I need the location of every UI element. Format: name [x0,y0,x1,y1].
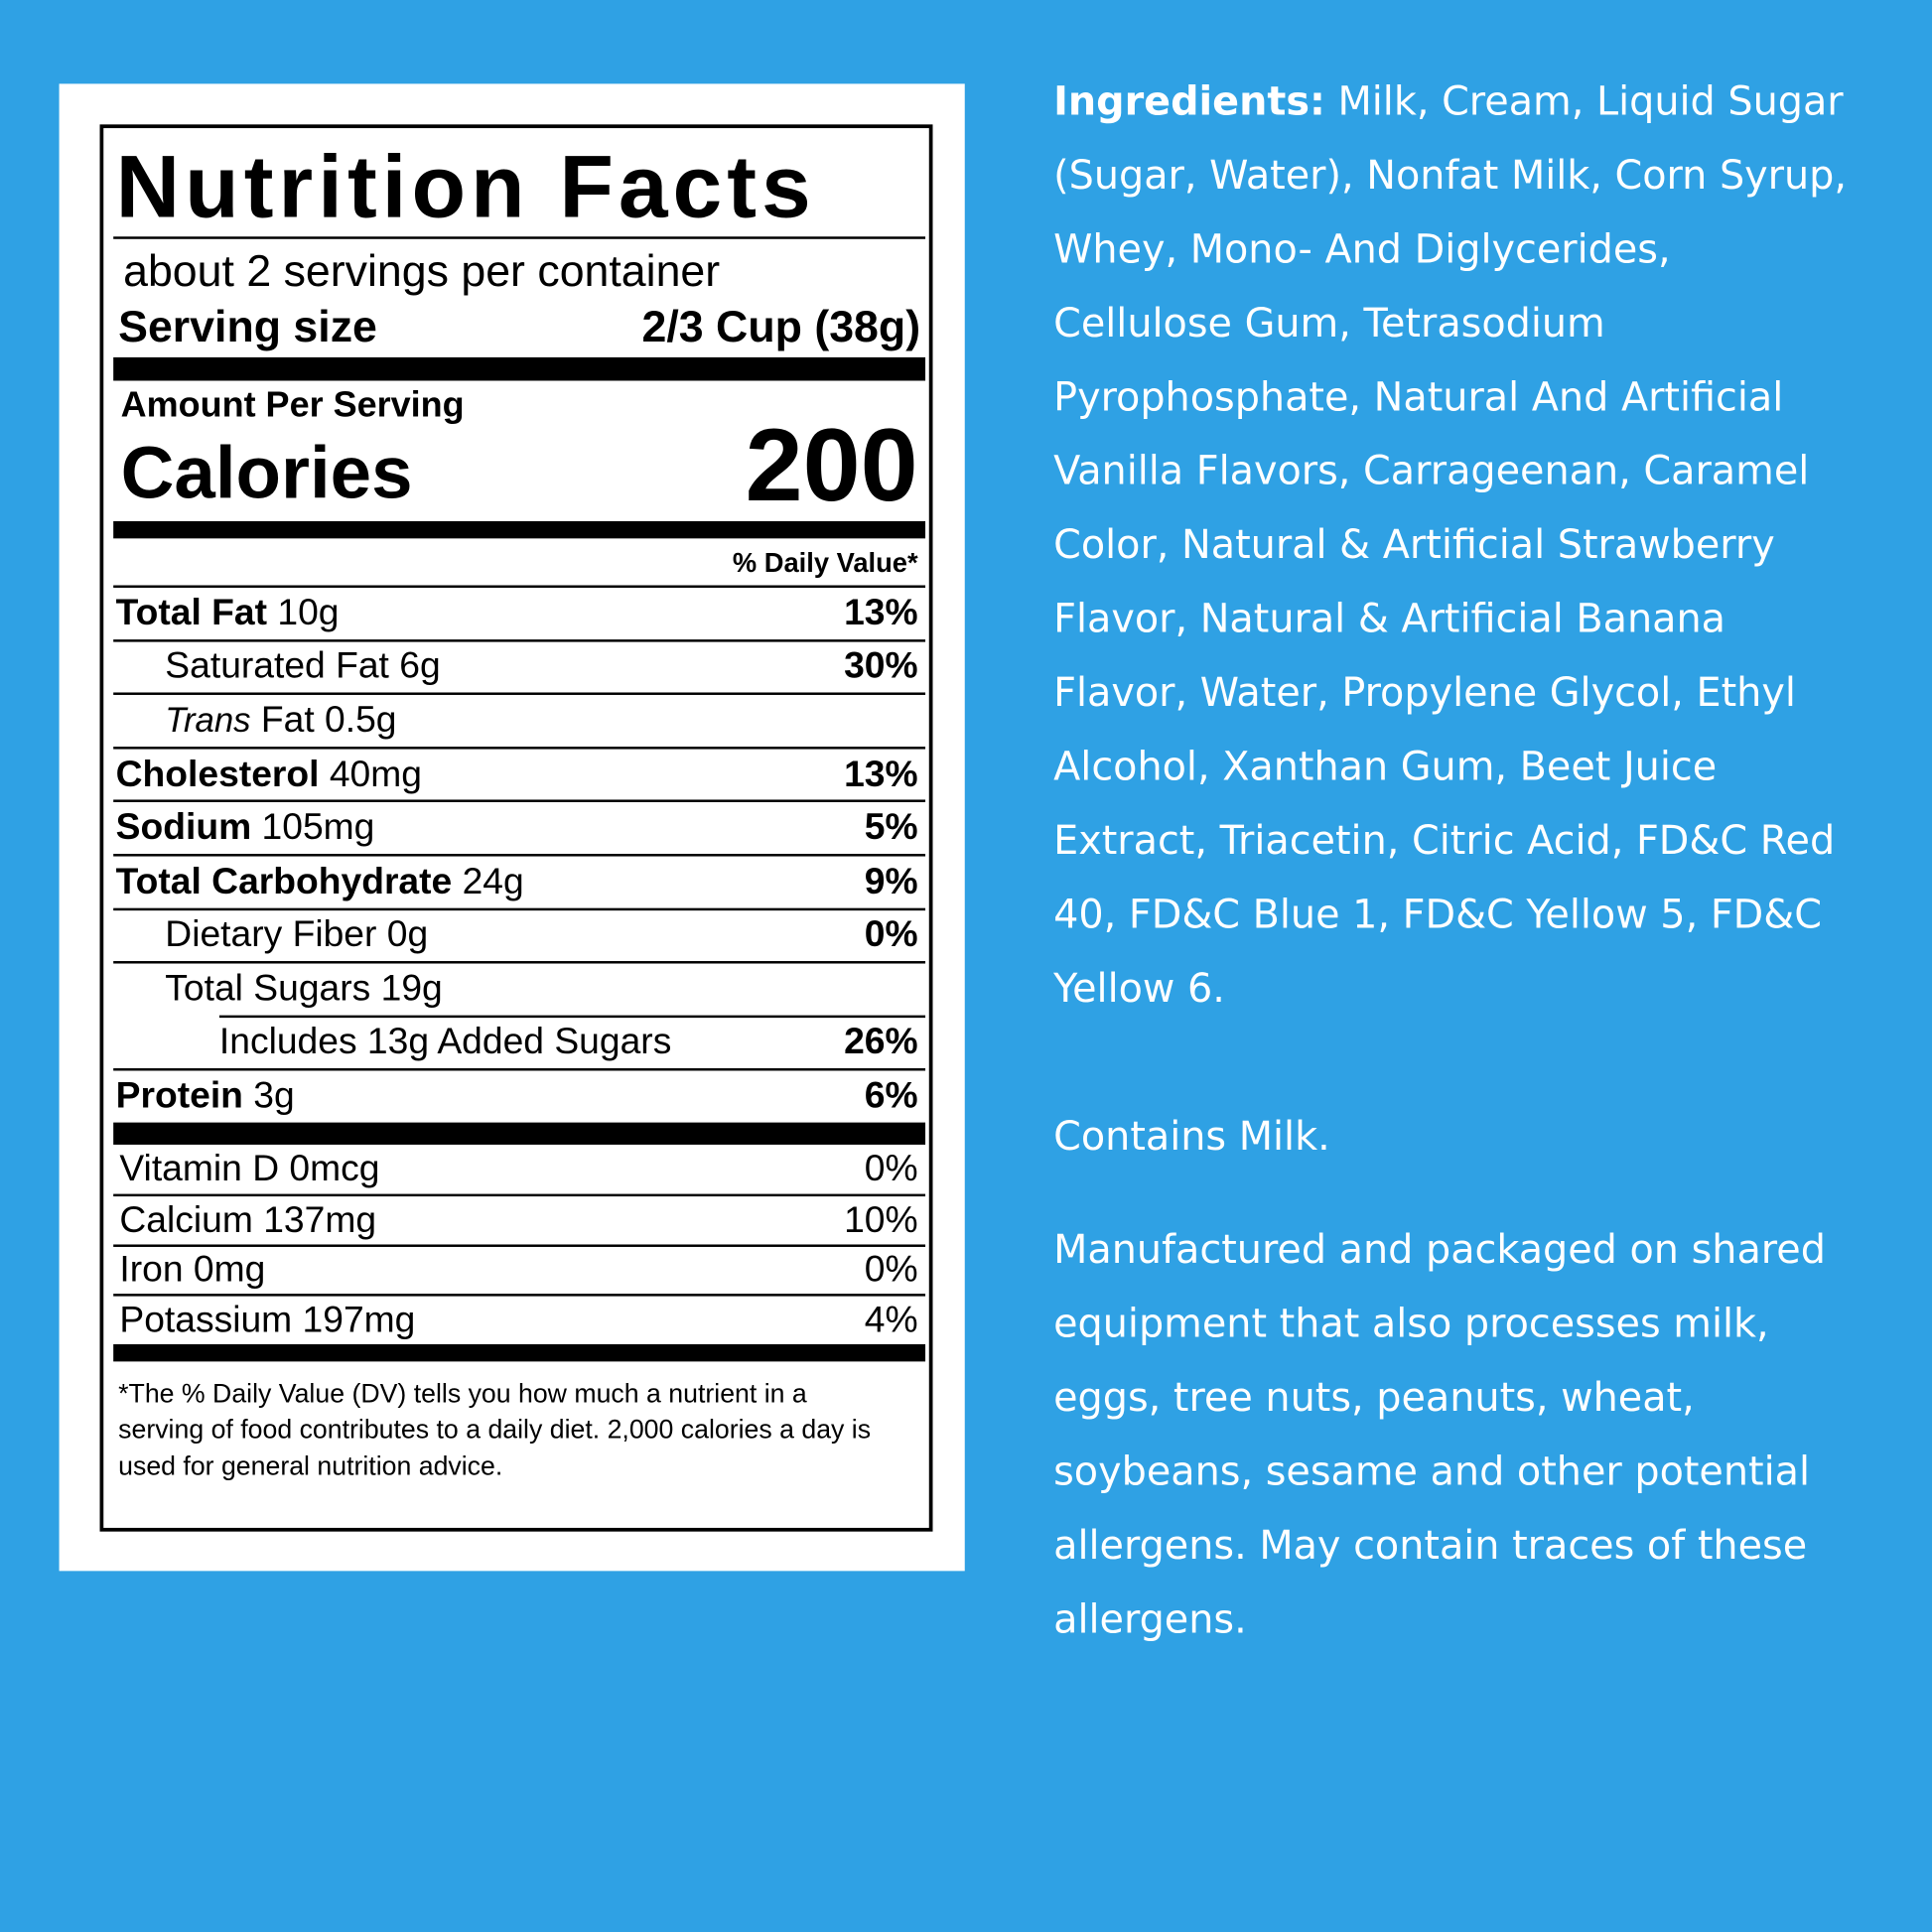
manufacturing-note: Manufactured and packaged on shared equi… [1053,1225,1826,1643]
nutrient-name-group: Saturated Fat 6g [113,646,440,688]
vitamin-daily-value: 0% [864,1249,918,1291]
nutrient-daily-value: 5% [864,807,918,849]
vitamin-name: Calcium 137mg [119,1199,377,1241]
nutrient-row: Includes 13g Added Sugars 26% [113,1015,926,1069]
nutrition-label: Nutrition Facts about 2 servings per con… [99,124,933,1532]
nutrient-daily-value: 0% [864,914,918,956]
calories-row: Calories 200 [113,413,925,516]
nutrient-row: Total Sugars 19g [113,961,926,1015]
thick-rule [113,520,926,539]
vitamin-name: Iron 0mg [119,1249,266,1291]
nutrient-row: Trans Fat 0.5g [113,692,926,747]
nutrient-row: Cholesterol 40mg 13% [113,746,926,800]
nutrient-row: Sodium 105mg 5% [113,799,926,854]
nutrient-name-group: Sodium 105mg [113,807,375,849]
calories-value: 200 [745,406,918,523]
vitamin-row: Potassium 197mg 4% [113,1294,926,1344]
nutrient-daily-value: 6% [864,1075,918,1117]
nutrient-name-group: Cholesterol 40mg [113,754,422,795]
rule [113,236,926,239]
nutrient-name: Total Carbohydrate [115,861,453,902]
thick-rule [113,356,926,381]
amount-per-serving: Amount Per Serving [120,385,465,426]
nutrient-name-group: Includes 13g Added Sugars [113,1021,671,1062]
nutrient-daily-value: 9% [864,861,918,902]
nutrient-name: Total Sugars 19g [165,968,443,1010]
nutrition-panel: Nutrition Facts about 2 servings per con… [59,83,965,1572]
vitamin-list: Vitamin D 0mcg 0% Calcium 137mg 10% Iron 0mg… [113,1145,926,1344]
serving-size: 2/3 Cup (38g) [641,300,921,351]
footnote: *The % Daily Value (DV) tells you how mu… [118,1378,872,1481]
nutrient-name: Saturated Fat 6g [165,645,441,687]
nutrient-name-group: Protein 3g [113,1076,295,1118]
nutrient-name: Dietary Fiber 0g [165,914,429,956]
label-content: Nutrition Facts about 2 servings per con… [113,128,926,1485]
vitamin-daily-value: 4% [864,1299,918,1340]
ingredients: Ingredients: Milk, Cream, Liquid Sugar (… [1053,65,1855,1026]
nutrient-name: Fat 0.5g [260,699,397,741]
nutrient-name-group: Dietary Fiber 0g [113,914,428,956]
nutrient-amount: 3g [253,1075,295,1117]
calories-label: Calories [120,431,413,514]
nutrient-amount: 24g [462,861,524,902]
thick-rule [113,1343,926,1362]
nutrient-row: Protein 3g 6% [113,1068,926,1122]
nutrient-name-group: Total Fat 10g [113,592,340,634]
servings: about 2 servings per container [123,244,721,296]
nutrient-prefix: Trans [165,701,251,740]
vitamin-name: Vitamin D 0mcg [119,1148,380,1189]
nutrient-list: Total Fat 10g 13% Saturated Fat 6g 30% Trans… [113,585,926,1123]
vitamin-name: Potassium 197mg [119,1299,416,1340]
nutrient-name-group: Trans Fat 0.5g [113,700,396,742]
nutrient-name: Cholesterol [115,754,320,794]
nutrient-name: Protein [115,1075,243,1117]
ingredients-text: Milk, Cream, Liquid Sugar (Sugar, Water)… [1053,77,1848,1012]
label-title: Nutrition Facts [115,137,816,237]
nutrient-daily-value: 13% [844,592,918,633]
thick-rule [113,1122,926,1145]
nutrient-amount: 105mg [261,807,375,849]
ingredients-column: Ingredients: Milk, Cream, Liquid Sugar (… [1053,65,1855,1656]
vitamin-row: Vitamin D 0mcg 0% [113,1145,925,1194]
nutrient-name: Total Fat [115,592,268,633]
nutrient-row: Total Fat 10g 13% [113,585,926,639]
nutrient-daily-value: 30% [844,645,918,687]
daily-value-header: % Daily Value* [732,547,918,579]
nutrient-row: Saturated Fat 6g 30% [113,638,926,693]
vitamin-row: Iron 0mg 0% [113,1244,926,1294]
nutrient-name: Includes 13g Added Sugars [218,1021,672,1062]
nutrient-name: Sodium [115,807,252,849]
nutrient-amount: 10g [277,592,340,633]
vitamin-row: Calcium 137mg 10% [113,1194,926,1244]
nutrient-daily-value: 26% [844,1021,918,1062]
nutrient-name-group: Total Sugars 19g [113,968,443,1010]
contains: Contains Milk. [1053,1112,1330,1160]
ingredients-heading: Ingredients: [1053,77,1325,125]
serving-size-row: Serving size 2/3 Cup (38g) [113,296,925,357]
nutrient-daily-value: 13% [844,754,918,794]
serving-size-label: Serving size [118,300,377,351]
nutrient-name-group: Total Carbohydrate 24g [113,861,524,902]
vitamin-daily-value: 0% [864,1148,918,1189]
nutrient-amount: 40mg [329,754,422,794]
vitamin-daily-value: 10% [844,1199,918,1241]
nutrient-row: Total Carbohydrate 24g 9% [113,854,926,907]
nutrient-row: Dietary Fiber 0g 0% [113,907,926,961]
